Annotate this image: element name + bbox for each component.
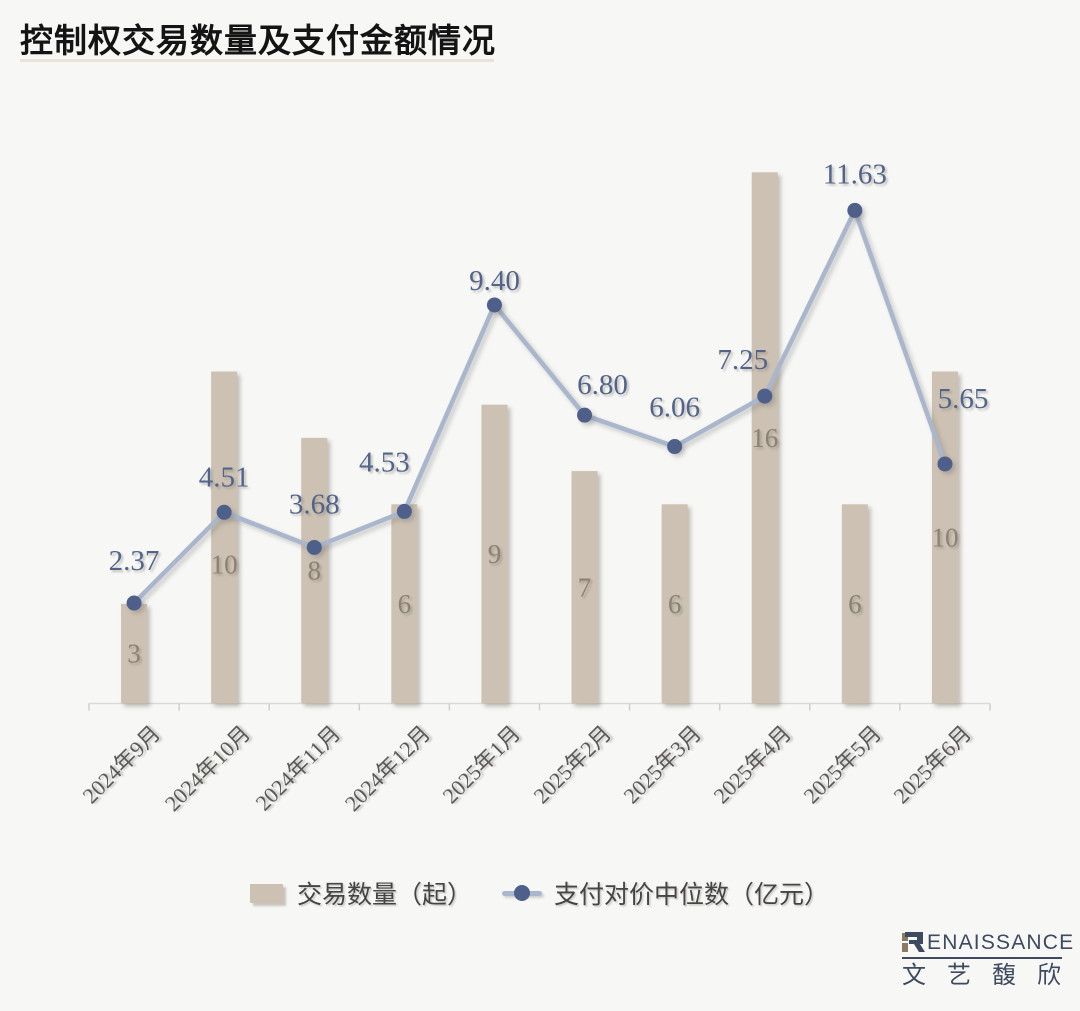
brand-logo: ENAISSANCE 文艺馥欣 — [902, 931, 1073, 989]
chart-legend: 交易数量（起） 支付对价中位数（亿元） — [250, 874, 829, 912]
bar-value-label: 3 — [127, 639, 141, 669]
bar-2025年1月 — [481, 404, 508, 704]
bar-value-label: 8 — [308, 556, 322, 586]
trend-line — [131, 208, 948, 606]
bar-value-label: 10 — [211, 550, 238, 580]
line-marker — [486, 297, 502, 313]
bar-2025年6月 — [931, 371, 958, 704]
bar-2025年4月 — [751, 172, 778, 704]
line-marker-icon — [514, 885, 531, 901]
line-series-label: 支付对价中位数（亿元） — [554, 882, 830, 909]
bar-2025年3月 — [661, 504, 688, 704]
bar-2024年9月 — [121, 603, 148, 704]
line-marker — [847, 202, 863, 218]
line-value-label: 11.63 — [823, 158, 887, 190]
bar-2025年2月 — [571, 471, 598, 704]
line-marker — [937, 456, 953, 472]
title-underline — [20, 59, 494, 62]
bar-series-swatch-icon — [250, 883, 283, 903]
line-value-label: 3.68 — [289, 488, 340, 520]
brand-chinese-name: 文艺馥欣 — [902, 963, 1080, 989]
line-value-label: 9.40 — [469, 265, 520, 297]
bar-value-label: 6 — [668, 589, 682, 619]
line-value-label: 7.25 — [717, 344, 768, 376]
line-marker — [667, 439, 683, 455]
line-value-label: 2.37 — [109, 545, 160, 577]
line-marker — [306, 539, 322, 555]
line-value-label: 4.51 — [199, 461, 250, 493]
bar-2025年5月 — [841, 504, 868, 704]
line-value-label: 4.53 — [359, 446, 410, 478]
line-value-label: 6.80 — [577, 369, 628, 401]
bar-value-label: 16 — [751, 423, 778, 453]
bar-2024年12月 — [391, 504, 418, 704]
line-marker — [396, 503, 412, 519]
combo-chart: 3 10 8 6 9 7 6 16 6 10 2.37 4.51 3.68 4.53 9.40 6.80 6.0… — [88, 158, 991, 711]
line-marker — [577, 407, 593, 423]
bar-series-label: 交易数量（起） — [297, 882, 473, 909]
brand-wordmark: ENAISSANCE — [927, 931, 1075, 954]
line-value-label: 6.06 — [649, 392, 700, 424]
line-marker — [216, 504, 232, 520]
line-value-label: 5.65 — [938, 383, 989, 415]
bar-value-label: 10 — [931, 523, 958, 553]
logo-divider — [902, 957, 1062, 959]
bar-value-label: 7 — [578, 572, 592, 602]
renaissance-r-icon — [902, 932, 925, 952]
bar-value-label: 9 — [488, 539, 502, 569]
line-marker — [126, 595, 142, 611]
bar-2024年10月 — [211, 371, 238, 704]
page-title: 控制权交易数量及支付金额情况 — [20, 24, 496, 60]
bar-2024年11月 — [301, 437, 328, 704]
bar-value-label: 6 — [848, 589, 862, 619]
line-marker — [757, 388, 773, 404]
bar-value-label: 6 — [398, 589, 412, 619]
line-series-symbol-icon — [502, 885, 543, 901]
